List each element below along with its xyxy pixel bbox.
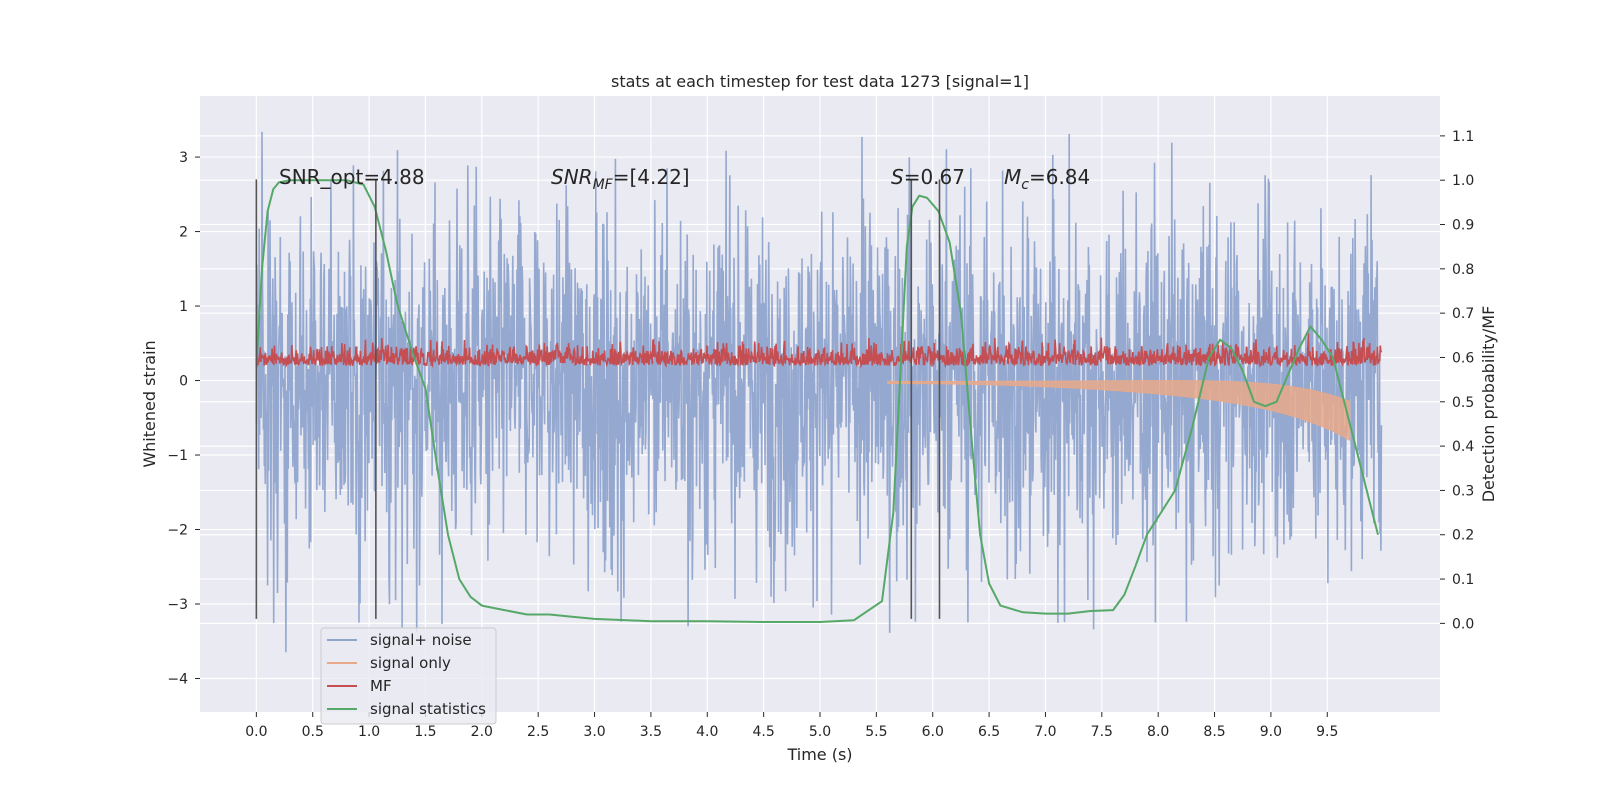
x-tick-label: 1.0 [358,724,380,740]
y2-tick-label: 0.6 [1452,350,1474,366]
legend-label-signal-statistics: signal statistics [370,700,486,718]
y2-tick-label: 0.0 [1452,616,1474,632]
legend: signal+ noise signal only MF signal stat… [320,627,497,725]
x-tick-label: 4.5 [753,724,775,740]
legend-label-signal-noise: signal+ noise [370,631,472,649]
x-tick-label: 9.5 [1316,724,1338,740]
x-tick-label: 0.5 [302,724,324,740]
x-tick-label: 6.0 [922,724,944,740]
annotation-s: S=0.67 [891,165,965,189]
x-tick-label: 5.5 [865,724,887,740]
legend-label-signal-only: signal only [370,654,451,672]
annotation-mc: Mc=6.84 [1004,165,1090,193]
y-tick-label: −2 [167,523,188,539]
y2-tick-label: 0.2 [1452,528,1474,544]
x-tick-label: 7.0 [1034,724,1056,740]
y2-tick-label: 0.3 [1452,483,1474,499]
x-tick-label: 3.0 [583,724,605,740]
y-tick-label: 2 [179,225,188,241]
y2-tick-label: 0.7 [1452,306,1474,322]
y2-tick-label: 1.0 [1452,173,1474,189]
y-tick-label: −4 [167,671,188,687]
chart-title: stats at each timestep for test data 127… [611,72,1029,91]
y2-tick-label: 0.4 [1452,439,1474,455]
y2-tick-label: 0.9 [1452,218,1474,234]
y-tick-label: 1 [179,299,188,315]
x-tick-label: 9.0 [1260,724,1282,740]
x-tick-label: 2.5 [527,724,549,740]
series-signal-only [887,380,1351,441]
y-tick-label: −3 [167,597,188,613]
annotation-snr-opt: SNR_opt=4.88 [279,165,425,189]
y2-tick-label: 1.1 [1452,129,1474,145]
y-tick-label: 3 [179,150,188,166]
series-mf [255,333,1383,369]
x-tick-label: 4.0 [696,724,718,740]
x-tick-label: 8.0 [1147,724,1169,740]
y-axis-label: Whitened strain [140,340,159,467]
legend-label-mf: MF [370,677,392,695]
legend-box [320,627,497,725]
y-tick-label: −1 [167,448,188,464]
y2-tick-label: 0.8 [1452,262,1474,278]
series-signal-statistics [255,179,1379,623]
y2-tick-label: 0.1 [1452,572,1474,588]
x-tick-label: 6.5 [978,724,1000,740]
y2-tick-label: 0.5 [1452,395,1474,411]
x-tick-label: 2.0 [471,724,493,740]
x-axis-label: Time (s) [786,745,852,764]
x-tick-label: 0.0 [245,724,267,740]
x-tick-label: 1.5 [414,724,436,740]
annotation-snr-mf: SNRMF=[4.22] [551,165,690,193]
y-tick-label: 0 [179,374,188,390]
x-tick-label: 5.0 [809,724,831,740]
x-tick-label: 7.5 [1091,724,1113,740]
x-tick-label: 3.5 [640,724,662,740]
y2-axis-label: Detection probability/MF [1479,306,1498,503]
x-tick-label: 8.5 [1203,724,1225,740]
